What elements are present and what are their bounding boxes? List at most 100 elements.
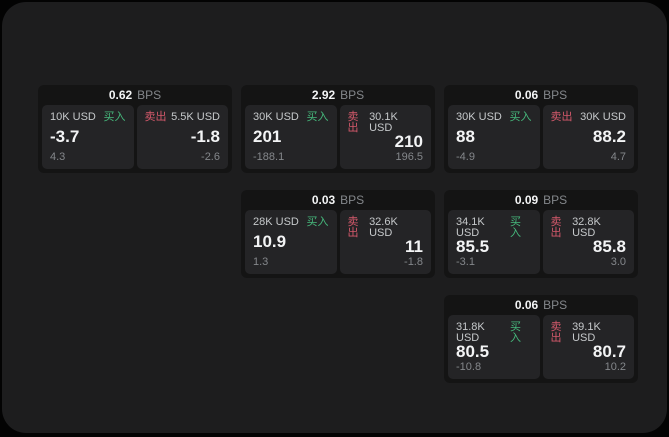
sell-tile-top: 卖出 39.1K USD bbox=[551, 322, 627, 344]
sell-change: 10.2 bbox=[604, 361, 626, 373]
sell-amount: 32.8K USD bbox=[572, 216, 601, 239]
bps-unit-label: BPS bbox=[340, 193, 365, 207]
buy-amount: 31.8K USD bbox=[456, 321, 485, 344]
sell-side-label: 卖出 bbox=[550, 111, 573, 123]
card-header: 0.62 BPS bbox=[42, 85, 228, 105]
card-header: 0.03 BPS bbox=[245, 190, 431, 210]
buy-price: -3.7 bbox=[50, 126, 80, 146]
quote-card: 2.92 BPS 30K USD 买入 201 -188.1 卖出 30.1K … bbox=[241, 85, 435, 173]
buy-change: 1.3 bbox=[253, 256, 269, 268]
buy-change: 4.3 bbox=[50, 151, 66, 163]
sell-tile[interactable]: 卖出 30.1K USD 210 196.5 bbox=[339, 105, 431, 169]
buy-side-label: 买入 bbox=[306, 111, 329, 123]
buy-change: -3.1 bbox=[456, 256, 475, 268]
buy-price: 88 bbox=[456, 126, 475, 146]
sell-change: 3.0 bbox=[610, 256, 626, 268]
bps-value: 2.92 bbox=[311, 88, 336, 102]
buy-tile-top: 10K USD 买入 bbox=[50, 112, 126, 123]
bps-value: 0.09 bbox=[514, 193, 539, 207]
buy-change: -10.8 bbox=[456, 361, 482, 373]
buy-side-label: 买入 bbox=[103, 111, 126, 123]
card-body: 34.1K USD 买入 85.5 -3.1 卖出 32.8K USD 85.8… bbox=[448, 210, 634, 274]
sell-side-label: 卖出 bbox=[347, 111, 359, 134]
bps-unit-label: BPS bbox=[340, 88, 365, 102]
card-header: 0.06 BPS bbox=[448, 295, 634, 315]
sell-price: 210 bbox=[394, 132, 423, 151]
buy-amount: 34.1K USD bbox=[456, 216, 485, 239]
buy-price: 201 bbox=[253, 126, 282, 146]
buy-tile[interactable]: 30K USD 买入 88 -4.9 bbox=[448, 105, 540, 169]
card-header: 2.92 BPS bbox=[245, 85, 431, 105]
buy-side-label: 买入 bbox=[306, 216, 329, 228]
sell-price: 11 bbox=[405, 237, 423, 256]
sell-change: -1.8 bbox=[404, 256, 423, 268]
buy-tile-top: 28K USD 买入 bbox=[253, 217, 329, 228]
quote-card: 0.03 BPS 28K USD 买入 10.9 1.3 卖出 32.6K US… bbox=[241, 190, 435, 278]
sell-tile-top: 卖出 32.6K USD bbox=[348, 217, 424, 239]
sell-tile-top: 卖出 30.1K USD bbox=[348, 112, 424, 134]
buy-tile[interactable]: 30K USD 买入 201 -188.1 bbox=[245, 105, 337, 169]
card-body: 30K USD 买入 201 -188.1 卖出 30.1K USD 210 1… bbox=[245, 105, 431, 169]
buy-price: 85.5 bbox=[456, 237, 490, 256]
buy-tile-top: 31.8K USD 买入 bbox=[456, 322, 532, 344]
bps-unit-label: BPS bbox=[543, 193, 568, 207]
sell-price: -1.8 bbox=[190, 126, 220, 146]
sell-change: -2.6 bbox=[201, 151, 220, 163]
buy-amount: 30K USD bbox=[253, 111, 299, 123]
card-body: 30K USD 买入 88 -4.9 卖出 30K USD 88.2 4.7 bbox=[448, 105, 634, 169]
sell-change: 196.5 bbox=[395, 151, 423, 163]
buy-price: 80.5 bbox=[456, 342, 490, 361]
sell-tile[interactable]: 卖出 30K USD 88.2 4.7 bbox=[542, 105, 634, 169]
buy-change: -4.9 bbox=[456, 151, 475, 163]
sell-amount: 5.5K USD bbox=[171, 111, 220, 123]
sell-side-label: 卖出 bbox=[550, 216, 562, 239]
bps-value: 0.06 bbox=[514, 88, 539, 102]
buy-tile[interactable]: 31.8K USD 买入 80.5 -10.8 bbox=[448, 315, 540, 379]
sell-tile-top: 卖出 32.8K USD bbox=[551, 217, 627, 239]
sell-amount: 39.1K USD bbox=[572, 321, 601, 344]
sell-tile[interactable]: 卖出 32.6K USD 11 -1.8 bbox=[339, 210, 431, 274]
buy-tile-top: 30K USD 买入 bbox=[253, 112, 329, 123]
quote-card: 0.06 BPS 31.8K USD 买入 80.5 -10.8 卖出 39.1… bbox=[444, 295, 638, 383]
buy-price: 10.9 bbox=[253, 231, 287, 251]
card-body: 28K USD 买入 10.9 1.3 卖出 32.6K USD 11 -1.8 bbox=[245, 210, 431, 274]
bps-value: 0.62 bbox=[108, 88, 133, 102]
sell-price: 88.2 bbox=[592, 126, 626, 146]
bps-unit-label: BPS bbox=[543, 298, 568, 312]
sell-amount: 30.1K USD bbox=[369, 111, 398, 134]
sell-price: 80.7 bbox=[592, 342, 626, 361]
sell-price: 85.8 bbox=[592, 237, 626, 256]
buy-side-label: 买入 bbox=[509, 111, 532, 123]
card-header: 0.06 BPS bbox=[448, 85, 634, 105]
buy-tile-top: 34.1K USD 买入 bbox=[456, 217, 532, 239]
sell-tile[interactable]: 卖出 39.1K USD 80.7 10.2 bbox=[542, 315, 634, 379]
buy-side-label: 买入 bbox=[509, 321, 521, 344]
quote-card: 0.62 BPS 10K USD 买入 -3.7 4.3 卖出 5.5K USD… bbox=[38, 85, 232, 173]
sell-tile-top: 卖出 5.5K USD bbox=[145, 112, 221, 123]
buy-amount: 28K USD bbox=[253, 216, 299, 228]
buy-tile[interactable]: 28K USD 买入 10.9 1.3 bbox=[245, 210, 337, 274]
buy-side-label: 买入 bbox=[509, 216, 521, 239]
sell-amount: 30K USD bbox=[580, 111, 626, 123]
card-body: 10K USD 买入 -3.7 4.3 卖出 5.5K USD -1.8 -2.… bbox=[42, 105, 228, 169]
buy-tile[interactable]: 34.1K USD 买入 85.5 -3.1 bbox=[448, 210, 540, 274]
buy-tile-top: 30K USD 买入 bbox=[456, 112, 532, 123]
quote-card: 0.06 BPS 30K USD 买入 88 -4.9 卖出 30K USD 8… bbox=[444, 85, 638, 173]
card-header: 0.09 BPS bbox=[448, 190, 634, 210]
bps-value: 0.06 bbox=[514, 298, 539, 312]
buy-change: -188.1 bbox=[253, 151, 285, 163]
card-body: 31.8K USD 买入 80.5 -10.8 卖出 39.1K USD 80.… bbox=[448, 315, 634, 379]
buy-tile[interactable]: 10K USD 买入 -3.7 4.3 bbox=[42, 105, 134, 169]
sell-amount: 32.6K USD bbox=[369, 216, 398, 239]
sell-side-label: 卖出 bbox=[550, 321, 562, 344]
sell-tile[interactable]: 卖出 32.8K USD 85.8 3.0 bbox=[542, 210, 634, 274]
bps-value: 0.03 bbox=[311, 193, 336, 207]
sell-tile[interactable]: 卖出 5.5K USD -1.8 -2.6 bbox=[136, 105, 228, 169]
quote-card: 0.09 BPS 34.1K USD 买入 85.5 -3.1 卖出 32.8K… bbox=[444, 190, 638, 278]
buy-amount: 30K USD bbox=[456, 111, 502, 123]
sell-tile-top: 卖出 30K USD bbox=[551, 112, 627, 123]
buy-amount: 10K USD bbox=[50, 111, 96, 123]
sell-side-label: 卖出 bbox=[347, 216, 359, 239]
sell-change: 4.7 bbox=[610, 151, 626, 163]
